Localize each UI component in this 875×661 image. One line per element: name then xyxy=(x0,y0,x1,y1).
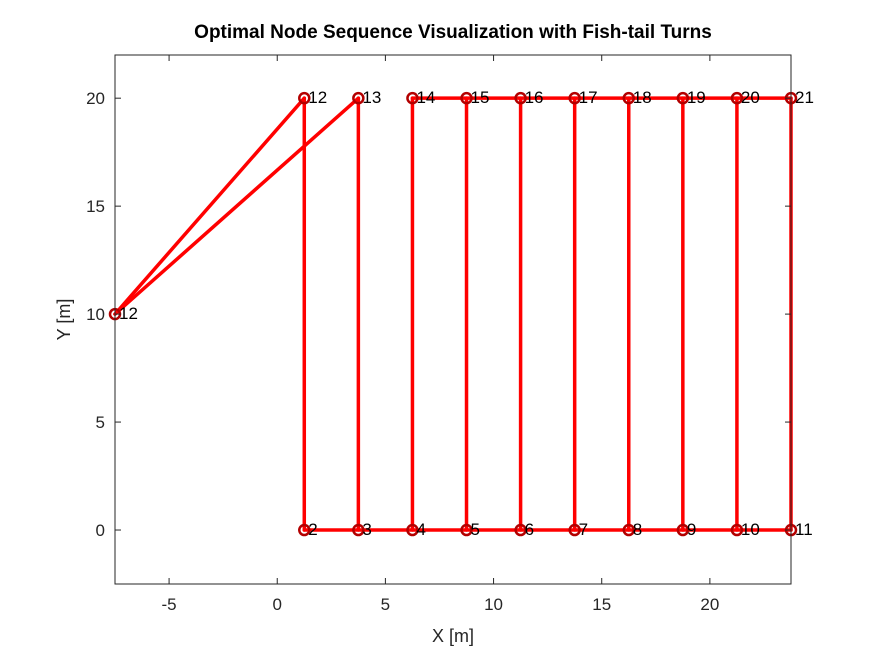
node-marker xyxy=(406,91,419,105)
y-tick-label: 15 xyxy=(86,197,105,216)
node-label: 2 xyxy=(308,520,317,539)
node-marker xyxy=(298,91,311,105)
chart-title: Optimal Node Sequence Visualization with… xyxy=(194,22,712,43)
axes-box xyxy=(114,54,792,585)
x-tick-label: 5 xyxy=(381,595,390,614)
node-marker xyxy=(460,523,473,537)
node-label: 8 xyxy=(633,520,642,539)
node-label: 16 xyxy=(525,88,544,107)
x-tick-label: 20 xyxy=(700,595,719,614)
node-marker xyxy=(352,91,365,105)
node-label: 12 xyxy=(308,88,327,107)
x-tick-label: -5 xyxy=(162,595,177,614)
node-marker xyxy=(460,91,473,105)
y-tick-label: 0 xyxy=(96,521,105,540)
y-tick-label: 20 xyxy=(86,89,105,108)
node-marker xyxy=(406,523,419,537)
node-label: 17 xyxy=(579,88,598,107)
node-marker xyxy=(622,91,636,105)
x-tick-label: 15 xyxy=(592,595,611,614)
node-label: 21 xyxy=(795,88,814,107)
node-label: 7 xyxy=(579,520,588,539)
node-marker xyxy=(568,91,581,105)
node-marker xyxy=(514,523,527,537)
y-axis-label: Y [m] xyxy=(54,299,74,341)
x-axis-label: X [m] xyxy=(432,626,474,646)
node-label: 20 xyxy=(741,88,760,107)
node-marker xyxy=(730,91,744,105)
node-label: 15 xyxy=(471,88,490,107)
node-label: 4 xyxy=(416,520,425,539)
node-label: 9 xyxy=(687,520,696,539)
node-label: 5 xyxy=(471,520,480,539)
node-marker xyxy=(730,523,744,537)
y-tick-label: 10 xyxy=(86,305,105,324)
node-label: 10 xyxy=(741,520,760,539)
axes: -5 0 5 10 15 20 0 5 10 15 20 xyxy=(86,54,792,614)
node-label: 19 xyxy=(687,88,706,107)
node-marker xyxy=(676,523,690,537)
node-label: 6 xyxy=(525,520,534,539)
node-label: 14 xyxy=(416,88,435,107)
node-label: 12 xyxy=(119,304,138,323)
x-tick-label: 10 xyxy=(484,595,503,614)
node-label: 3 xyxy=(362,520,371,539)
plot-area xyxy=(115,55,791,584)
node-marker xyxy=(568,523,581,537)
node-label: 13 xyxy=(362,88,381,107)
node-marker xyxy=(298,523,311,537)
x-tick-label: 0 xyxy=(273,595,282,614)
node-label: 18 xyxy=(633,88,652,107)
node-label: 11 xyxy=(795,520,813,539)
node-marker xyxy=(622,523,636,537)
y-tick-label: 5 xyxy=(96,413,105,432)
path-segment xyxy=(113,96,307,316)
node-marker xyxy=(676,91,690,105)
path-segment xyxy=(113,96,361,316)
node-marker xyxy=(352,523,365,537)
node-marker xyxy=(514,91,527,105)
